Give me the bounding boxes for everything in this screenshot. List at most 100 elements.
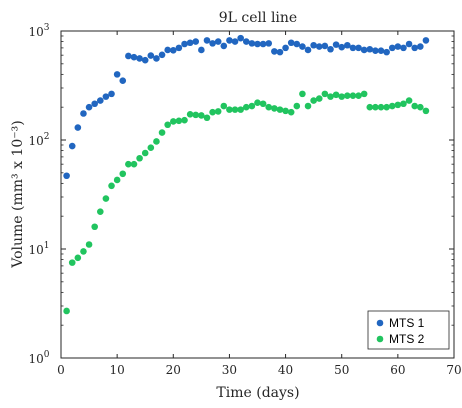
data-point (299, 43, 306, 50)
data-point (153, 55, 160, 62)
y-tick-label: 102 (28, 132, 49, 148)
y-tick-label-base: 10 (28, 25, 43, 39)
data-point (125, 52, 132, 60)
plot-area (60, 30, 455, 359)
data-point (265, 103, 273, 111)
data-point (383, 48, 390, 56)
data-point (327, 93, 334, 100)
x-tick-label: 0 (57, 363, 65, 377)
data-point (360, 90, 368, 98)
data-point (113, 71, 121, 78)
data-point (136, 55, 143, 62)
y-tick-label: 100 (28, 350, 49, 366)
data-point (349, 44, 357, 52)
x-tick-label: 20 (166, 363, 181, 377)
data-point (231, 38, 239, 45)
data-point (119, 77, 127, 84)
data-point (271, 105, 278, 112)
data-point (355, 44, 362, 52)
y-tick-label-base: 10 (28, 134, 43, 148)
data-point (119, 170, 127, 178)
data-point (214, 108, 222, 115)
data-point (175, 44, 183, 52)
data-point (259, 100, 267, 108)
series-mts-2 (63, 90, 430, 315)
data-point (338, 43, 346, 51)
data-point (366, 103, 374, 111)
data-point (209, 108, 216, 116)
data-point (366, 45, 374, 53)
data-point (287, 39, 295, 47)
data-point (220, 102, 228, 110)
data-point (417, 43, 424, 50)
data-point (203, 37, 211, 44)
data-point (422, 107, 430, 115)
y-tick-label-exponent: 0 (44, 350, 50, 360)
data-point (186, 111, 194, 118)
data-point (68, 142, 76, 150)
data-point (372, 103, 379, 111)
x-tick-label: 60 (390, 363, 405, 377)
data-point (169, 118, 177, 125)
data-point (97, 97, 104, 104)
data-point (344, 41, 351, 49)
data-point (332, 41, 340, 48)
data-point (85, 103, 93, 111)
data-point (321, 90, 329, 98)
data-point (400, 44, 407, 52)
data-point (405, 40, 413, 48)
legend: MTS 1 MTS 2 (367, 310, 450, 350)
data-point (74, 124, 82, 131)
legend-label-mts-1: MTS 1 (389, 316, 425, 330)
y-tick-label-exponent: 1 (44, 241, 50, 251)
x-axis-label: Time (days) (216, 385, 299, 401)
data-point (299, 90, 306, 98)
data-point (248, 102, 256, 110)
data-point (63, 172, 70, 180)
data-point (91, 223, 98, 231)
data-point (85, 241, 93, 248)
data-point (242, 103, 250, 111)
data-point (282, 44, 289, 52)
data-point (181, 40, 188, 48)
data-point (80, 110, 87, 117)
data-point (405, 97, 413, 104)
data-point (164, 46, 171, 54)
data-point (102, 195, 110, 202)
data-point (422, 37, 430, 44)
data-point (130, 160, 138, 168)
data-point (198, 46, 205, 54)
series-mts-1 (63, 34, 430, 180)
data-point (310, 41, 317, 49)
data-point (259, 40, 267, 48)
data-point (388, 102, 396, 110)
data-point (141, 149, 149, 157)
y-axis-label: Volume (mm³ x 10⁻³) (10, 120, 26, 268)
data-point (97, 208, 104, 215)
data-point (68, 259, 76, 266)
data-point (203, 114, 211, 122)
data-point (220, 42, 228, 50)
data-point (147, 144, 155, 151)
data-point (214, 38, 222, 45)
x-tick-label: 10 (110, 363, 125, 377)
x-axis: 0 10 20 30 40 50 60 70 (57, 31, 462, 377)
data-point (349, 92, 357, 99)
y-tick-label-exponent: 2 (44, 132, 50, 142)
data-point (282, 107, 289, 115)
data-point (327, 45, 334, 53)
data-point (332, 91, 340, 99)
data-point (192, 111, 200, 119)
data-point (248, 40, 256, 47)
data-point (74, 254, 82, 262)
data-point (125, 160, 132, 168)
data-point (130, 53, 138, 61)
y-tick-label-exponent: 3 (44, 23, 50, 33)
data-point (242, 38, 250, 45)
data-point (310, 97, 317, 104)
data-point (315, 95, 323, 102)
data-point (304, 102, 312, 110)
data-point (276, 48, 284, 56)
x-tick-label: 50 (334, 363, 349, 377)
